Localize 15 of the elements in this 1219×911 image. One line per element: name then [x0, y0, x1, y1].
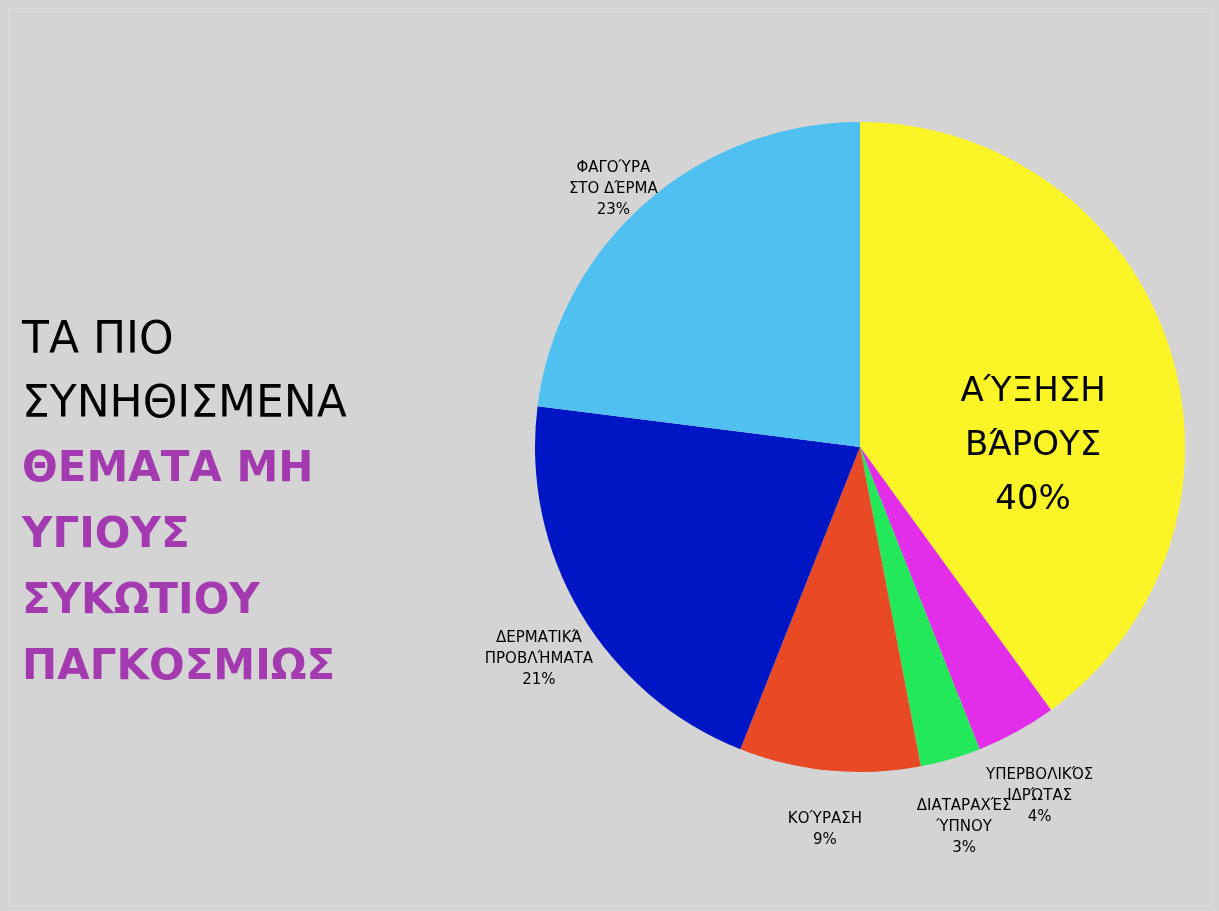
pie-slice — [537, 122, 860, 447]
data-label: 21% — [522, 669, 556, 688]
data-label: 4% — [1027, 806, 1052, 825]
slice-label: ΦΑΓΟΎΡΑ ΣΤΟ ΔΈΡΜΑ — [568, 158, 659, 198]
data-label: 3% — [952, 838, 976, 857]
data-label: 40% — [995, 476, 1071, 517]
data-label: 23% — [596, 200, 630, 219]
data-label: 9% — [813, 830, 837, 849]
slice-label: ΔΕΡΜΑΤΙΚΆ ΠΡΟΒΛΉΜΑΤΑ — [484, 627, 594, 667]
slice-label: ΚΟΎΡΑΣΗ — [787, 809, 862, 828]
text: ΤΑ ΠΙΟ ΣΥΝΗΘΙΣΜΕΝΑ — [21, 312, 347, 427]
pie-slice — [860, 122, 1185, 710]
text: ΘΕΜΑΤΑ ΜΗ ΥΓΙΟΥΣ ΣΥΚΩΤΙΟΥ ΠΑΓΚΟΣΜΙΩΣ — [21, 442, 336, 689]
slice-label: ΑΎΞΗΣΗ ΒΆΡΟΥΣ — [960, 368, 1106, 463]
pie-slice — [740, 447, 921, 772]
